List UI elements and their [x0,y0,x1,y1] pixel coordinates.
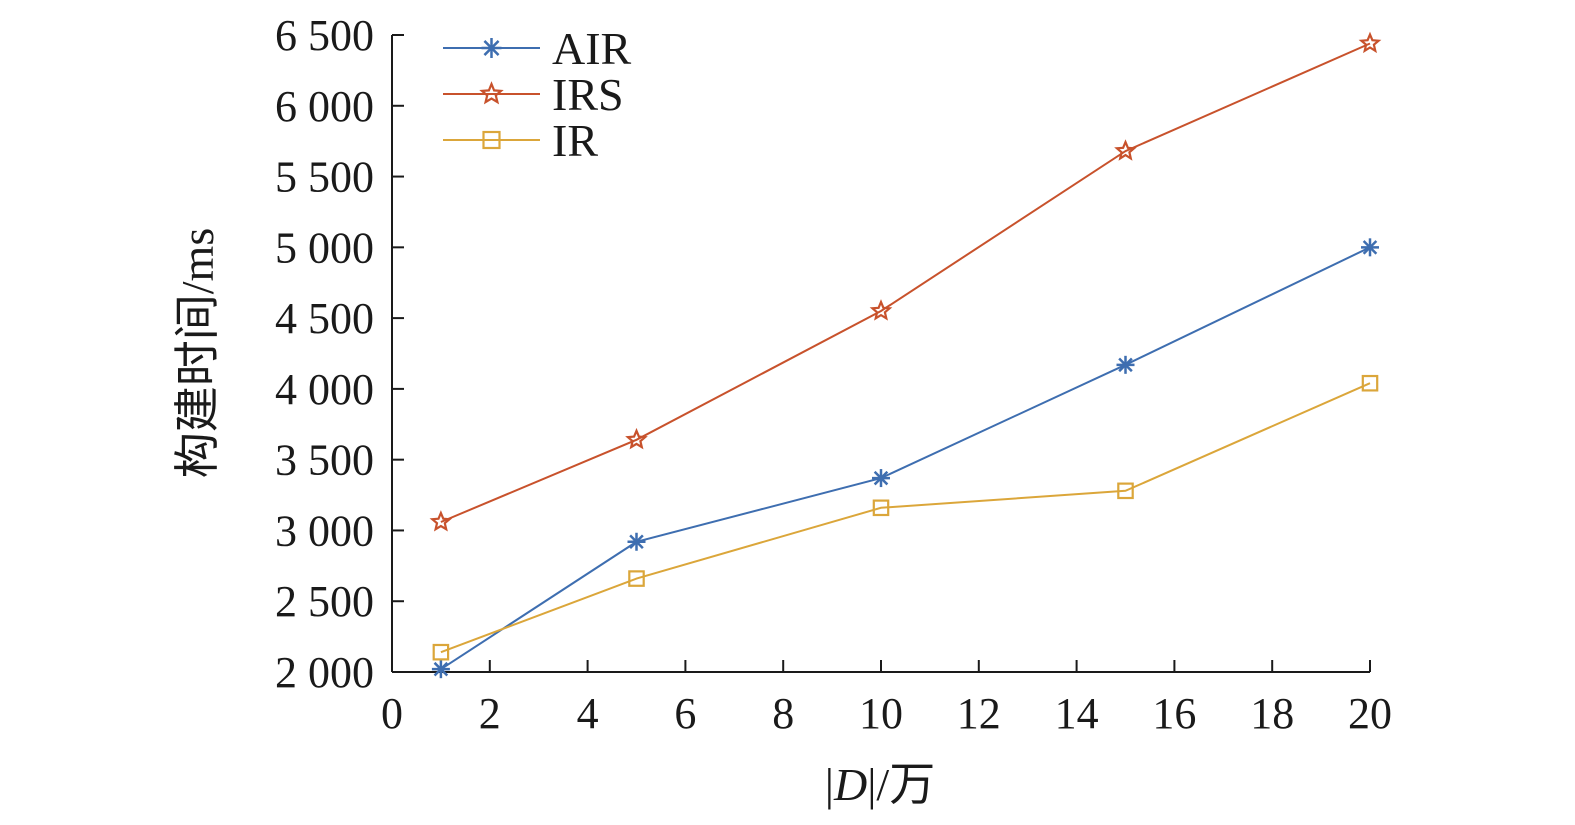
asterisk-stroke [1362,240,1378,255]
y-tick-label: 3 500 [275,436,374,485]
series-point [1361,374,1379,392]
star-shape [1114,139,1137,161]
x-axis-title-part: | [825,759,834,810]
series-point [1116,355,1135,374]
series-point [432,643,450,661]
legend-label: IRS [552,69,624,120]
series-point [1358,31,1382,54]
x-tick-label: 2 [479,689,501,738]
series-line [440,42,1371,523]
series-point [481,38,502,58]
legend-label: IR [552,115,598,166]
x-tick-label: 12 [957,689,1001,738]
square-shape [872,499,890,517]
square-shape [482,130,501,150]
star-shape [429,510,453,532]
series-point [627,532,646,551]
legend-entry-ir: IR [443,115,598,166]
x-tick-label: 20 [1348,689,1392,738]
y-tick-label: 6 000 [275,82,374,131]
axes [391,35,1370,673]
x-axis-title: |D|/万 [825,759,935,810]
x-axis-title-variable: D [833,759,867,810]
square-shape [1117,482,1134,500]
square-shape [432,643,450,661]
series-point [1114,139,1137,161]
x-tick-label: 4 [577,689,599,738]
series-point [431,660,450,679]
x-tick-label: 0 [381,689,403,738]
series-point [872,469,890,488]
x-tick-label: 16 [1152,689,1196,738]
series-air [431,238,1379,679]
y-tick-label: 6 500 [275,11,374,60]
series-lines [429,31,1382,679]
series-ir [432,374,1379,661]
ticks: 2 000 2 500 3 000 3 500 4 000 4 500 5 000 5 500… [275,11,1392,738]
series-line [440,246,1371,671]
y-tick-label: 5 000 [275,223,374,272]
square-shape [1361,374,1379,392]
star-shape [479,81,504,105]
legend-label: AIR [552,23,632,74]
x-tick-label: 6 [674,689,696,738]
series-point [429,510,453,532]
series-point [628,570,645,587]
y-tick-label: 4 500 [275,294,374,343]
series-point [625,427,648,450]
x-tick-label: 10 [859,689,903,738]
legend-entry-air: AIR [443,23,632,74]
series-point [479,81,504,105]
series-point [869,299,893,321]
square-shape [628,570,645,587]
series-line [440,382,1371,654]
series-point [872,499,890,517]
y-tick-label: 5 500 [275,153,374,202]
x-axis-title-part: |/万 [867,759,935,810]
star-shape [625,427,648,450]
series-point [1117,482,1134,500]
x-tick-label: 14 [1055,689,1099,738]
asterisk-stroke [629,534,644,550]
asterisk-stroke [873,470,889,486]
y-tick-label: 3 000 [275,506,374,555]
asterisk-stroke [483,40,500,56]
asterisk-stroke [433,661,449,677]
legend-entry-irs: IRS [443,69,624,120]
series-point [1361,238,1379,257]
asterisk-stroke [1118,357,1133,373]
y-tick-label: 4 000 [275,365,374,414]
y-tick-label: 2 500 [275,577,374,626]
x-tick-label: 8 [772,689,794,738]
y-axis-title: 构建时间/ms [172,228,223,478]
x-tick-label: 18 [1250,689,1294,738]
series-irs [429,31,1382,532]
series-point [482,130,501,150]
y-tick-label: 2 000 [275,648,374,697]
star-shape [869,299,893,321]
star-shape [1358,31,1382,54]
